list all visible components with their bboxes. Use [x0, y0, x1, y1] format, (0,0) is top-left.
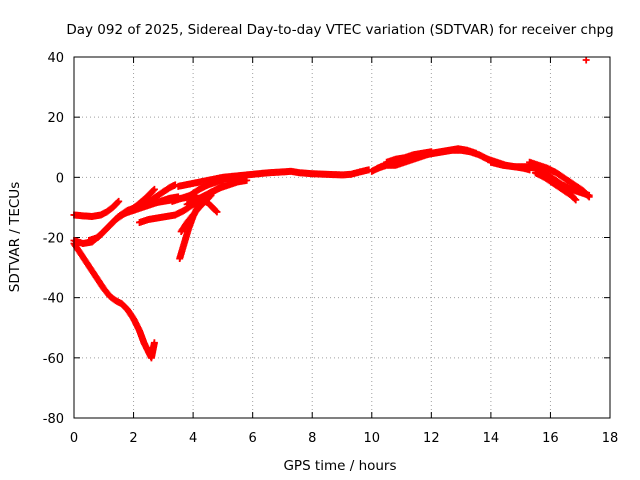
y-tick-label: -20 [43, 232, 64, 247]
plot-frame [73, 56, 611, 419]
x-tick-label: 18 [602, 431, 619, 446]
data-point [207, 191, 215, 199]
data-point [114, 198, 122, 206]
data-point [427, 148, 435, 156]
data-point [150, 185, 158, 193]
x-tick-label: 2 [129, 431, 137, 446]
data-point [582, 56, 590, 64]
data-point [472, 149, 480, 157]
x-axis-label: GPS time / hours [283, 458, 396, 474]
x-tick-label: 10 [364, 431, 381, 446]
y-tick-label: -80 [43, 412, 64, 427]
data-point [585, 193, 593, 201]
data-point [115, 197, 123, 205]
y-tick-label: 20 [47, 111, 64, 126]
x-tick-label: 8 [308, 431, 316, 446]
data-point [149, 186, 157, 194]
x-tick-label: 14 [483, 431, 500, 446]
grid [74, 57, 610, 418]
data-point [571, 195, 579, 203]
x-tick-label: 16 [542, 431, 559, 446]
chart-title: Day 092 of 2025, Sidereal Day-to-day VTE… [66, 22, 613, 38]
data-point [150, 339, 158, 347]
data-point [572, 196, 580, 204]
y-tick-label: -40 [43, 292, 64, 307]
data-point [584, 192, 592, 200]
y-tick-label: 40 [47, 51, 64, 66]
axis-ticks: 0 2 4 6 8 10 12 14 16 18 -80 -60 -40 -20 0 20 40 [43, 51, 619, 446]
data-points [70, 56, 593, 362]
x-tick-label: 12 [423, 431, 440, 446]
data-point [213, 208, 221, 216]
x-tick-label: 0 [70, 431, 78, 446]
y-axis-label: SDTVAR / TECUs [7, 182, 23, 292]
y-tick-label: 0 [56, 171, 64, 186]
x-tick-label: 6 [249, 431, 257, 446]
x-tick-label: 4 [189, 431, 197, 446]
data-point [219, 182, 227, 190]
data-point [212, 207, 220, 215]
y-tick-label: -60 [43, 352, 64, 367]
data-point [206, 192, 214, 200]
